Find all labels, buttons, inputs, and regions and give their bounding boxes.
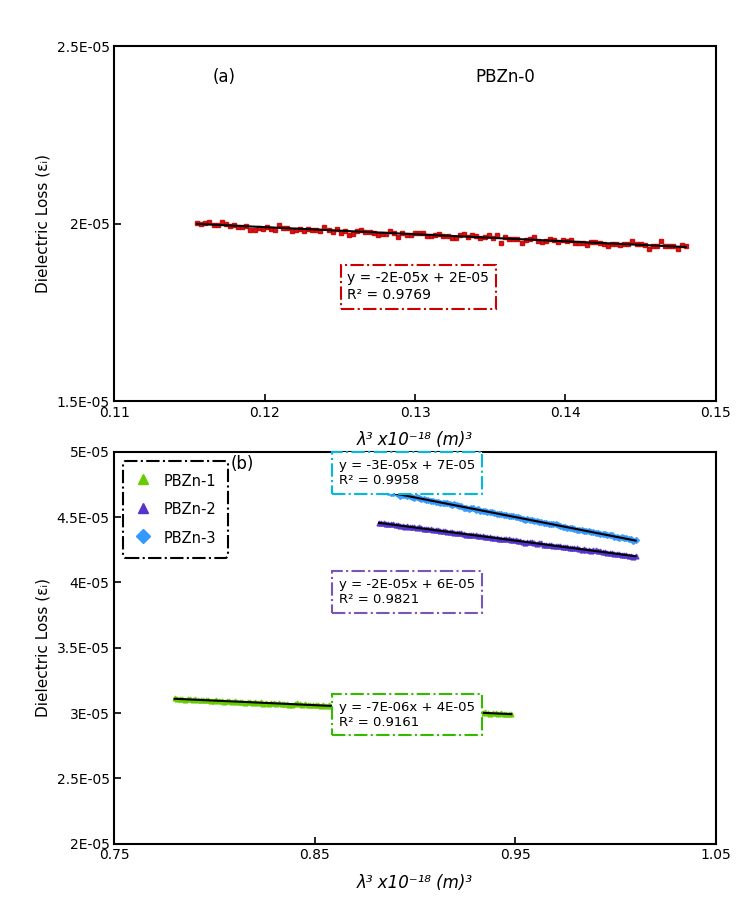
Y-axis label: Dielectric Loss (εᵢ): Dielectric Loss (εᵢ) [36, 154, 51, 293]
Text: y = -7E-06x + 4E-05
R² = 0.9161: y = -7E-06x + 4E-05 R² = 0.9161 [339, 701, 475, 728]
Text: (b): (b) [231, 455, 254, 473]
Text: y = -2E-05x + 6E-05
R² = 0.9821: y = -2E-05x + 6E-05 R² = 0.9821 [339, 578, 475, 606]
Legend: PBZn-1, PBZn-2, PBZn-3: PBZn-1, PBZn-2, PBZn-3 [123, 461, 228, 558]
X-axis label: λ³ x10⁻¹⁸ (m)³: λ³ x10⁻¹⁸ (m)³ [357, 874, 473, 892]
Text: PBZn-0: PBZn-0 [475, 67, 535, 86]
Text: (a): (a) [212, 67, 235, 86]
Text: y = -2E-05x + 2E-05
R² = 0.9769: y = -2E-05x + 2E-05 R² = 0.9769 [348, 271, 489, 301]
Text: y = -3E-05x + 7E-05
R² = 0.9958: y = -3E-05x + 7E-05 R² = 0.9958 [339, 459, 475, 487]
X-axis label: λ³ x10⁻¹⁸ (m)³: λ³ x10⁻¹⁸ (m)³ [357, 431, 473, 449]
Y-axis label: Dielectric Loss (εᵢ): Dielectric Loss (εᵢ) [36, 578, 51, 717]
